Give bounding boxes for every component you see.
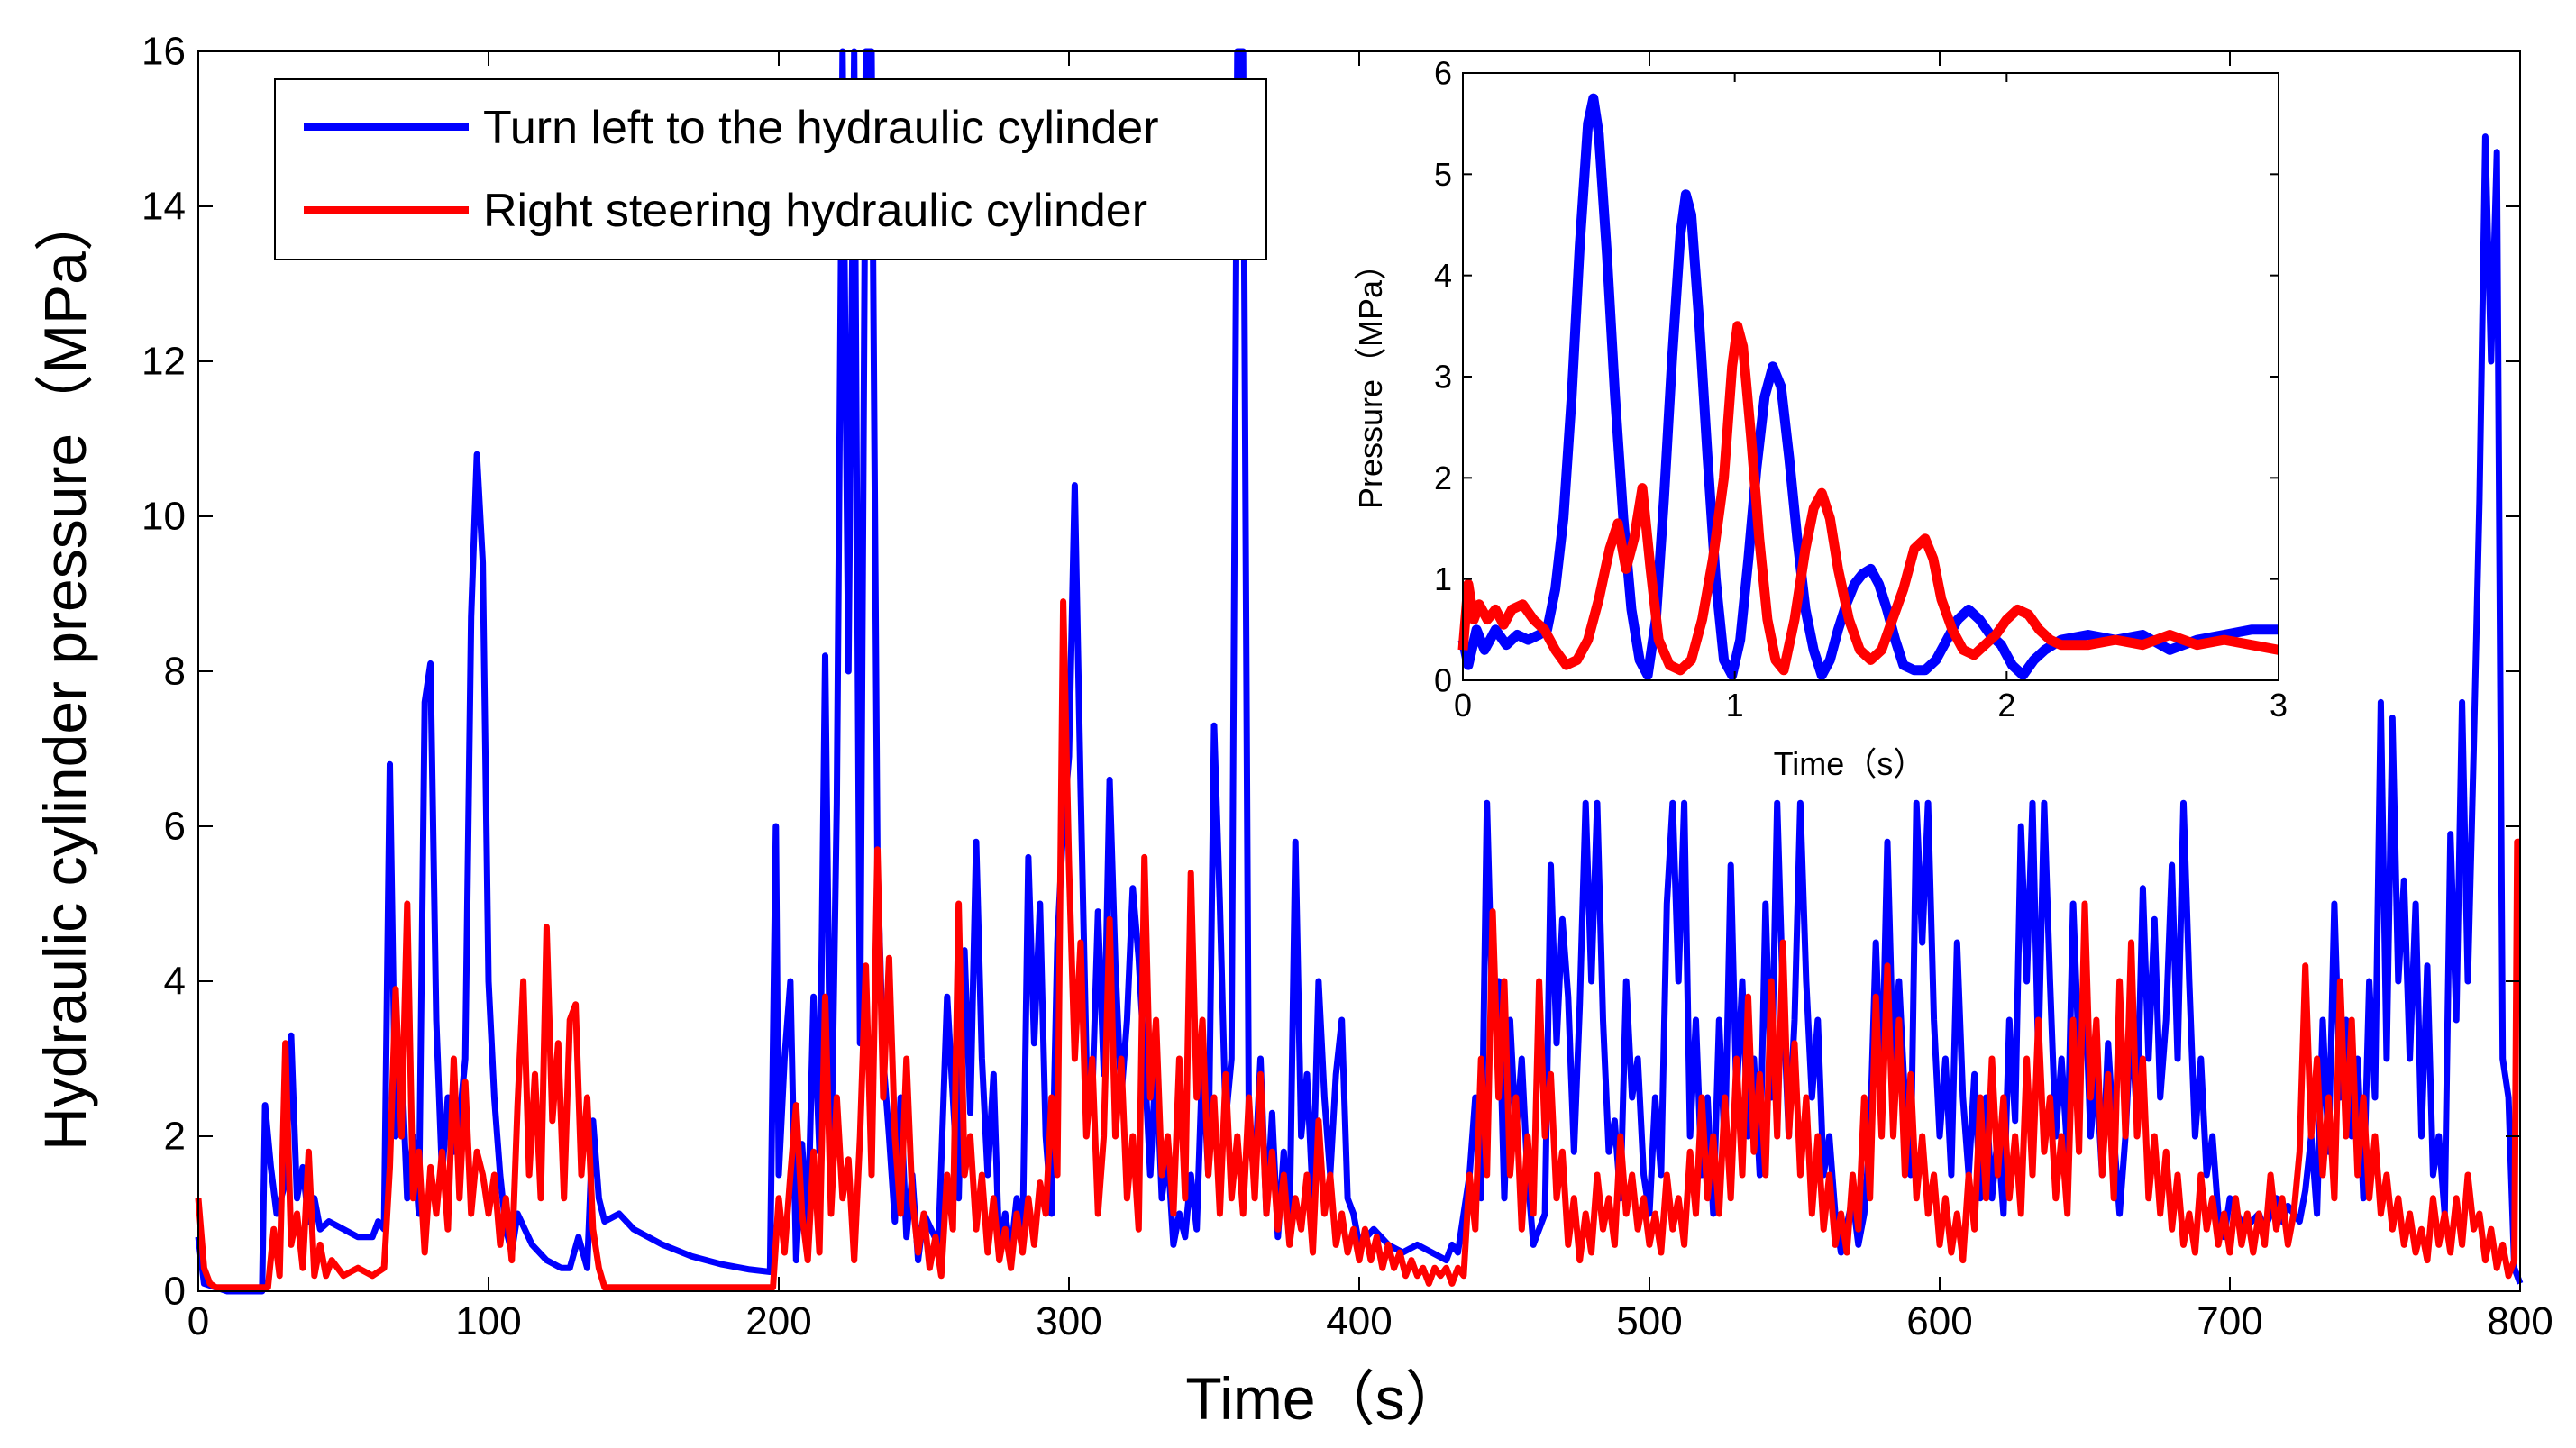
- inset-y-tick-label: 1: [1434, 560, 1452, 597]
- inset-y-axis-title: Pressure（MPa）: [1352, 248, 1389, 509]
- main-x-axis-title: Time（s）: [1185, 1365, 1464, 1432]
- inset-axis-ticks: 0 1 2 3 0 1 2 3 4 5 6: [1434, 55, 2288, 724]
- main-y-tick-label: 10: [142, 495, 186, 539]
- inset-chart: 0 1 2 3 0 1 2 3 4 5 6 Time（s） Pressure（MPa）: [1352, 55, 2288, 783]
- inset-x-tick-label: 0: [1454, 687, 1472, 724]
- main-y-tick-label: 0: [164, 1270, 186, 1314]
- main-x-tick-label: 0: [187, 1299, 209, 1343]
- main-x-tick-label: 800: [2487, 1299, 2553, 1343]
- legend: Turn left to the hydraulic cylinder Righ…: [274, 78, 1267, 260]
- main-x-tick-label: 400: [1326, 1299, 1392, 1343]
- inset-y-tick-label: 5: [1434, 156, 1452, 193]
- main-x-tick-label: 100: [455, 1299, 521, 1343]
- main-y-tick-label: 8: [164, 650, 186, 694]
- main-y-tick-label: 6: [164, 805, 186, 849]
- main-y-tick-label: 2: [164, 1115, 186, 1159]
- inset-y-tick-label: 6: [1434, 55, 1452, 92]
- main-x-tick-label: 600: [1906, 1299, 1972, 1343]
- inset-x-tick-label: 1: [1726, 687, 1744, 724]
- main-y-tick-label: 4: [164, 960, 186, 1004]
- main-x-tick-label: 700: [2197, 1299, 2262, 1343]
- legend-label-right-steering: Right steering hydraulic cylinder: [483, 185, 1147, 237]
- main-y-tick-label: 12: [142, 340, 186, 384]
- inset-series-lines: [1457, 93, 2280, 680]
- main-x-tick-label: 200: [745, 1299, 811, 1343]
- inset-x-tick-label: 3: [2270, 687, 2288, 724]
- inset-y-tick-label: 2: [1434, 460, 1452, 496]
- legend-label-turn-left: Turn left to the hydraulic cylinder: [483, 102, 1159, 154]
- inset-x-tick-label: 2: [1997, 687, 2015, 724]
- inset-y-tick-label: 3: [1434, 359, 1452, 396]
- inset-y-tick-label: 0: [1434, 662, 1452, 699]
- inset-y-tick-label: 4: [1434, 257, 1452, 294]
- main-series-lines: [195, 48, 2524, 1295]
- inset-x-axis-title: Time（s）: [1774, 745, 1926, 782]
- legend-box: [274, 78, 1267, 260]
- inset-line-turn-left: [1457, 93, 2279, 680]
- main-y-tick-label: 14: [142, 185, 186, 229]
- main-y-axis-title: Hydraulic cylinder pressure（MPa）: [32, 192, 98, 1151]
- main-x-tick-label: 300: [1036, 1299, 1101, 1343]
- main-x-tick-label: 500: [1616, 1299, 1682, 1343]
- inset-line-right-steering: [1457, 321, 2280, 676]
- main-y-tick-label: 16: [142, 30, 186, 74]
- main-line-right-steering: [195, 598, 2521, 1291]
